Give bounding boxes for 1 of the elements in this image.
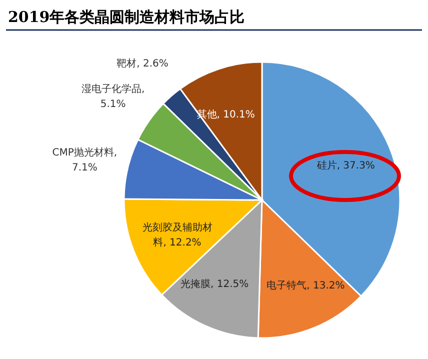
title: 2019年各类晶圆制造材料市场占比 xyxy=(8,8,245,26)
